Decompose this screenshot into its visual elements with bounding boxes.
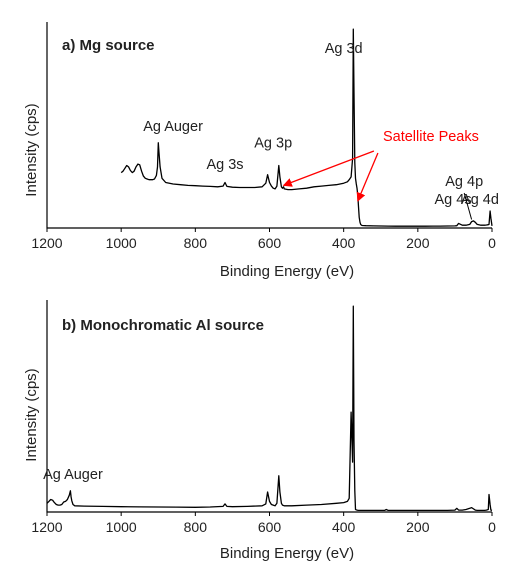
panel-b-y-axis-label: Intensity (cps) xyxy=(23,368,40,461)
panel-a-x-tick-label: 400 xyxy=(332,235,356,251)
panel-a-annotation-label: Ag 4p xyxy=(445,174,483,190)
ag-4p-leader-line xyxy=(463,192,473,220)
panel-a-annotations: Ag Auger Ag 3s Ag 3p Ag 3d Ag 4s Ag 4p Ag 4d Sa… xyxy=(143,41,499,220)
panel-b-x-axis-label: Binding Energy (eV) xyxy=(220,545,354,562)
panel-b-x-tick-label: 1000 xyxy=(106,519,137,535)
panel-b: b) Monochromatic Al source Intensity (cp… xyxy=(23,300,496,562)
panel-a-annotation-label: Ag 4s xyxy=(435,192,472,208)
panel-b-annotation-label: Ag Auger xyxy=(43,467,103,483)
panel-a-x-tick-label: 1000 xyxy=(106,235,137,251)
panel-b-title: b) Monochromatic Al source xyxy=(62,317,264,334)
panel-b-x-tick-label: 0 xyxy=(488,519,496,535)
panel-a-title: a) Mg source xyxy=(62,37,155,54)
panel-a-annotation-label: Ag Auger xyxy=(143,119,203,135)
panel-a-annotation-label: Ag 3d xyxy=(325,41,363,57)
panel-b-annotations: Ag Auger xyxy=(43,467,103,483)
panel-a: a) Mg source Intensity (cps) Binding Ene… xyxy=(23,22,499,280)
panel-b-spectrum-line xyxy=(46,305,493,512)
panel-b-x-tick-label: 800 xyxy=(184,519,208,535)
panel-b-x-tick-label: 400 xyxy=(332,519,356,535)
panel-a-annotation-label: Ag 3s xyxy=(206,157,243,173)
panel-a-x-tick-label: 0 xyxy=(488,235,496,251)
panel-b-x-tick-label: 1200 xyxy=(31,519,62,535)
panel-a-x-tick-label: 1200 xyxy=(31,235,62,251)
panel-a-annotation-label: Satellite Peaks xyxy=(383,129,479,145)
panel-a-x-axis-label: Binding Energy (eV) xyxy=(220,263,354,280)
panel-a-annotation-label: Ag 4d xyxy=(461,192,499,208)
panel-a-annotation-label: Ag 3p xyxy=(254,136,292,152)
panel-a-spectrum-line xyxy=(120,28,493,227)
satellite-arrow-3d xyxy=(356,152,379,202)
panel-b-x-ticks: 1200 1000 800 600 400 200 0 xyxy=(31,512,496,535)
panel-a-x-tick-label: 600 xyxy=(258,235,282,251)
panel-a-x-tick-label: 800 xyxy=(184,235,208,251)
panel-a-y-axis-label: Intensity (cps) xyxy=(23,103,40,196)
panel-b-x-tick-label: 600 xyxy=(258,519,282,535)
panel-b-x-tick-label: 200 xyxy=(406,519,430,535)
panel-a-x-tick-label: 200 xyxy=(406,235,430,251)
satellite-arrow-3p xyxy=(282,150,375,187)
panel-a-x-ticks: 1200 1000 800 600 400 200 0 xyxy=(31,228,496,251)
